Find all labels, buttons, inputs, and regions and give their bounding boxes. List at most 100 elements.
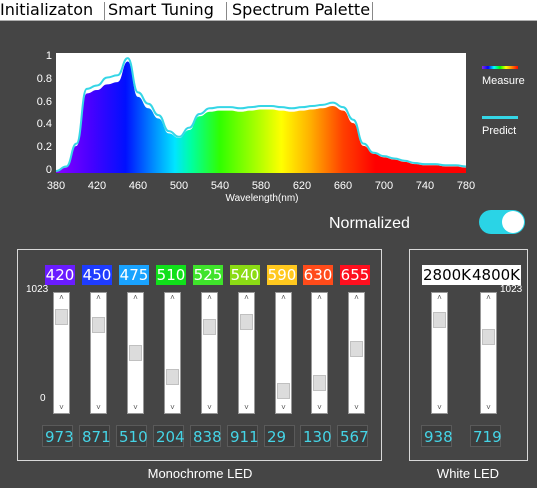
- channel-475-label: 475: [119, 265, 149, 285]
- chevron-up-icon[interactable]: ˄: [281, 293, 286, 302]
- chevron-up-icon[interactable]: ˄: [244, 293, 249, 302]
- toggle-knob: [502, 211, 524, 233]
- slider-thumb[interactable]: [129, 345, 142, 362]
- white-2800K-value[interactable]: 938: [421, 425, 453, 447]
- slider-thumb[interactable]: [55, 308, 68, 325]
- x-tick-label: 620: [292, 180, 312, 192]
- chevron-up-icon[interactable]: ˄: [486, 293, 491, 302]
- mono-scale-max: 1023: [26, 284, 49, 295]
- channel-590-slider[interactable]: ˄ ˅: [275, 292, 292, 414]
- channel-475-value[interactable]: 510: [116, 425, 148, 447]
- channel-510-label: 510: [156, 265, 186, 285]
- channel-540-value[interactable]: 911: [227, 425, 259, 447]
- channel-420-label: 420: [45, 265, 75, 285]
- chevron-up-icon[interactable]: ˄: [437, 293, 442, 302]
- tab-separator: [372, 2, 373, 20]
- legend-measure-label: Measure: [482, 75, 525, 87]
- x-tick-label: 580: [251, 180, 271, 192]
- white-led-group: [409, 249, 528, 461]
- chevron-up-icon[interactable]: ˄: [96, 293, 101, 302]
- x-tick-label: 380: [46, 180, 66, 192]
- tab-separator: [104, 2, 105, 20]
- tab-initialization[interactable]: Initializaton: [0, 0, 94, 19]
- monochrome-led-group: [17, 249, 382, 461]
- channel-525-label: 525: [193, 265, 223, 285]
- channel-525-value[interactable]: 838: [190, 425, 222, 447]
- chevron-down-icon[interactable]: ˅: [207, 403, 212, 412]
- white-2800K-slider[interactable]: ˄ ˅: [431, 292, 448, 414]
- channel-420-value[interactable]: 973: [42, 425, 74, 447]
- y-tick-label: 0.4: [36, 118, 52, 131]
- y-tick-label: 0.6: [36, 95, 52, 108]
- x-tick-label: 500: [169, 180, 189, 192]
- tab-spectrum-palette[interactable]: Spectrum Palette: [232, 0, 371, 19]
- chevron-down-icon[interactable]: ˅: [170, 403, 175, 412]
- chevron-down-icon[interactable]: ˅: [281, 403, 286, 412]
- chevron-down-icon[interactable]: ˅: [486, 403, 491, 412]
- white-4800K-value[interactable]: 719: [470, 425, 502, 447]
- white-led-label: White LED: [436, 466, 500, 481]
- tab-separator: [226, 2, 227, 20]
- chevron-up-icon[interactable]: ˄: [133, 293, 138, 302]
- chevron-down-icon[interactable]: ˅: [354, 403, 359, 412]
- channel-630-slider[interactable]: ˄ ˅: [311, 292, 328, 414]
- x-tick-label: 660: [333, 180, 353, 192]
- predict-series-line: [55, 57, 467, 172]
- channel-590-value[interactable]: 29: [264, 425, 295, 447]
- channel-450-value[interactable]: 871: [79, 425, 111, 447]
- legend-predict-swatch: [482, 116, 518, 119]
- chevron-up-icon[interactable]: ˄: [207, 293, 212, 302]
- channel-450-slider[interactable]: ˄ ˅: [90, 292, 107, 414]
- chevron-down-icon[interactable]: ˅: [59, 403, 64, 412]
- chevron-down-icon[interactable]: ˅: [437, 403, 442, 412]
- normalized-label: Normalized: [329, 215, 410, 232]
- white-4800K-slider[interactable]: ˄ ˅: [480, 292, 497, 414]
- x-tick-label: 780: [456, 180, 476, 192]
- channel-510-value[interactable]: 204: [153, 425, 185, 447]
- legend-measure-swatch: [482, 66, 518, 69]
- chevron-up-icon[interactable]: ˄: [170, 293, 175, 302]
- channel-655-label: 655: [340, 265, 370, 285]
- channel-450-label: 450: [82, 265, 112, 285]
- chevron-down-icon[interactable]: ˅: [96, 403, 101, 412]
- slider-thumb[interactable]: [350, 340, 363, 357]
- chevron-up-icon[interactable]: ˄: [354, 293, 359, 302]
- chevron-up-icon[interactable]: ˄: [59, 293, 64, 302]
- chevron-down-icon[interactable]: ˅: [317, 403, 322, 412]
- measure-series-area: [56, 61, 466, 174]
- white-4800K-label: 4800K: [471, 265, 521, 285]
- channel-525-slider[interactable]: ˄ ˅: [201, 292, 218, 414]
- channel-630-label: 630: [303, 265, 333, 285]
- channel-540-slider[interactable]: ˄ ˅: [238, 292, 255, 414]
- y-tick-label: 0: [45, 164, 52, 176]
- slider-thumb[interactable]: [277, 382, 290, 399]
- slider-thumb[interactable]: [433, 311, 446, 328]
- channel-510-slider[interactable]: ˄ ˅: [164, 292, 181, 414]
- chevron-down-icon[interactable]: ˅: [133, 403, 138, 412]
- normalized-toggle[interactable]: [479, 210, 525, 234]
- slider-thumb[interactable]: [203, 319, 216, 336]
- x-tick-label: 460: [128, 180, 148, 192]
- slider-thumb[interactable]: [240, 313, 253, 330]
- channel-475-slider[interactable]: ˄ ˅: [127, 292, 144, 414]
- channel-655-slider[interactable]: ˄ ˅: [348, 292, 365, 414]
- slider-thumb[interactable]: [482, 328, 495, 345]
- x-tick-label: 740: [415, 180, 435, 192]
- y-tick-label: 0.2: [36, 141, 52, 154]
- chevron-up-icon[interactable]: ˄: [317, 293, 322, 302]
- monochrome-led-label: Monochrome LED: [147, 466, 253, 481]
- channel-630-value[interactable]: 130: [300, 425, 332, 447]
- x-axis-label: Wavelength(nm): [225, 193, 299, 204]
- spectrum-chart-svg: [55, 57, 467, 174]
- chevron-down-icon[interactable]: ˅: [244, 403, 249, 412]
- channel-420-slider[interactable]: ˄ ˅: [53, 292, 70, 414]
- channel-540-label: 540: [230, 265, 260, 285]
- y-tick-label: 1: [45, 50, 52, 62]
- slider-thumb[interactable]: [92, 316, 105, 333]
- tab-smart-tuning[interactable]: Smart Tuning: [108, 0, 214, 19]
- slider-thumb[interactable]: [313, 374, 326, 391]
- channel-655-value[interactable]: 567: [337, 425, 369, 447]
- slider-thumb[interactable]: [166, 369, 179, 386]
- mono-scale-min: 0: [40, 393, 46, 404]
- y-tick-label: 0.8: [36, 72, 52, 85]
